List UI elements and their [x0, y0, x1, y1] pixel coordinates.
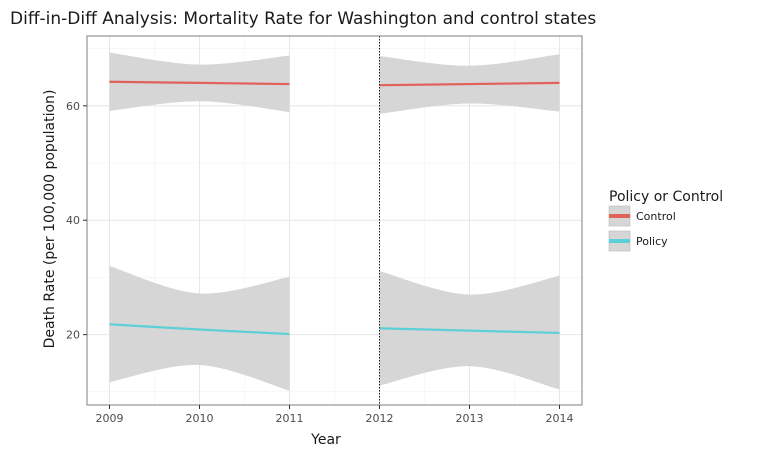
legend: Policy or Control Control Policy [608, 189, 723, 252]
legend-title: Policy or Control [609, 189, 723, 205]
x-tick-label: 2014 [546, 412, 574, 425]
y-tick-label: 20 [66, 329, 80, 342]
x-tick-label: 2013 [456, 412, 484, 425]
y-axis-title: Death Rate (per 100,000 population) [42, 90, 58, 349]
series-line-policy [109, 323, 290, 336]
x-tick-label: 2011 [276, 412, 304, 425]
confidence-band-policy [109, 265, 290, 391]
x-axis-title: Year [310, 432, 341, 448]
x-tick-label: 2009 [96, 412, 124, 425]
series-line-policy [379, 327, 560, 335]
chart-title: Diff-in-Diff Analysis: Mortality Rate fo… [10, 9, 596, 29]
series-line-control [379, 81, 560, 87]
legend-label-policy: Policy [636, 235, 668, 248]
x-tick-label: 2010 [186, 412, 214, 425]
y-tick-label: 40 [66, 214, 80, 227]
legend-label-control: Control [636, 210, 676, 223]
plot-area [86, 35, 583, 406]
series-line-control [109, 80, 290, 86]
y-tick-label: 60 [66, 100, 80, 113]
x-tick-label: 2012 [366, 412, 394, 425]
